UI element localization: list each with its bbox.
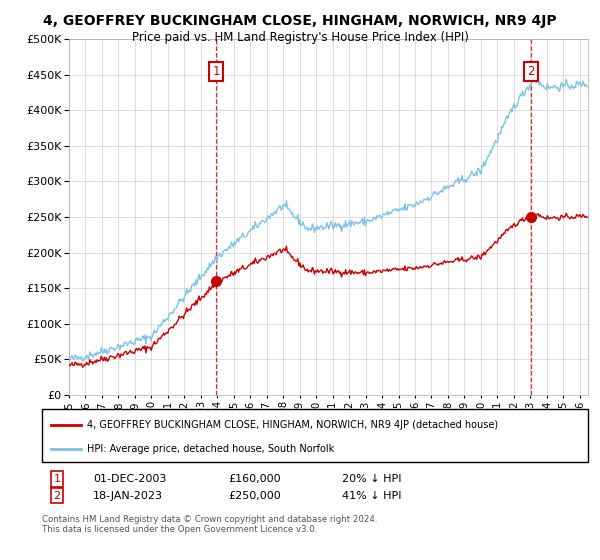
Text: 18-JAN-2023: 18-JAN-2023 bbox=[93, 491, 163, 501]
Text: 41% ↓ HPI: 41% ↓ HPI bbox=[342, 491, 401, 501]
Text: 4, GEOFFREY BUCKINGHAM CLOSE, HINGHAM, NORWICH, NR9 4JP: 4, GEOFFREY BUCKINGHAM CLOSE, HINGHAM, N… bbox=[43, 14, 557, 28]
Text: 01-DEC-2003: 01-DEC-2003 bbox=[93, 474, 166, 484]
Text: 2: 2 bbox=[53, 491, 61, 501]
Text: 2: 2 bbox=[527, 65, 535, 78]
Text: This data is licensed under the Open Government Licence v3.0.: This data is licensed under the Open Gov… bbox=[42, 525, 317, 534]
Text: 4, GEOFFREY BUCKINGHAM CLOSE, HINGHAM, NORWICH, NR9 4JP (detached house): 4, GEOFFREY BUCKINGHAM CLOSE, HINGHAM, N… bbox=[87, 420, 498, 430]
Text: Contains HM Land Registry data © Crown copyright and database right 2024.: Contains HM Land Registry data © Crown c… bbox=[42, 515, 377, 524]
Text: Price paid vs. HM Land Registry's House Price Index (HPI): Price paid vs. HM Land Registry's House … bbox=[131, 31, 469, 44]
Text: HPI: Average price, detached house, South Norfolk: HPI: Average price, detached house, Sout… bbox=[87, 444, 334, 454]
Text: £160,000: £160,000 bbox=[228, 474, 281, 484]
Text: 1: 1 bbox=[212, 65, 220, 78]
Text: 1: 1 bbox=[53, 474, 61, 484]
Text: 20% ↓ HPI: 20% ↓ HPI bbox=[342, 474, 401, 484]
Text: £250,000: £250,000 bbox=[228, 491, 281, 501]
